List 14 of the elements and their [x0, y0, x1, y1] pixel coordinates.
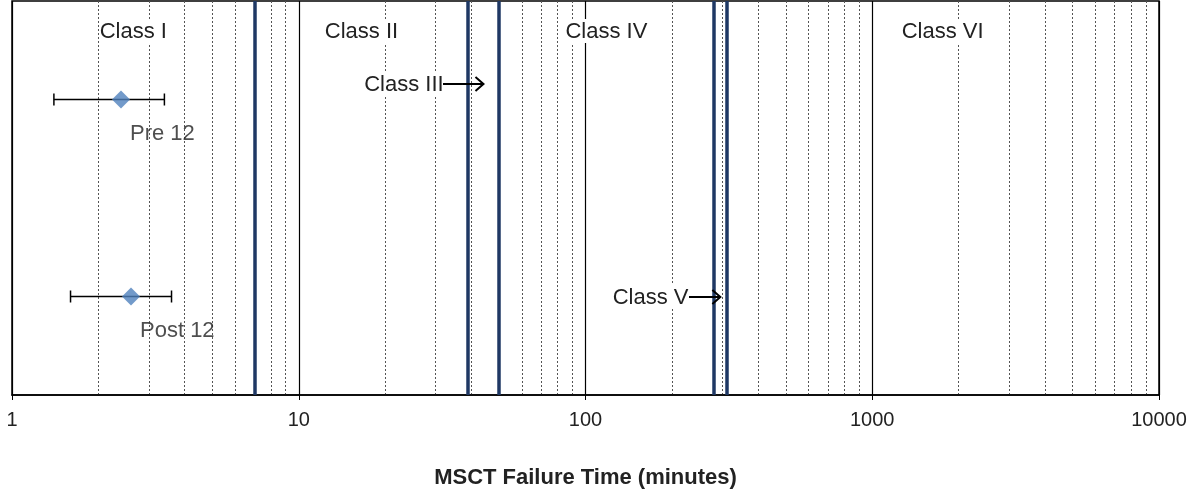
annotation: Class IV	[565, 18, 648, 43]
x-tick-label: 1000	[850, 408, 895, 430]
series-label: Pre 12	[130, 120, 195, 145]
x-axis-title: MSCT Failure Time (minutes)	[434, 463, 737, 489]
x-tick-label: 100	[568, 408, 603, 430]
x-tick-label: 10000	[1131, 408, 1187, 430]
annotation: Class V	[612, 283, 689, 309]
annotation: Class II	[324, 18, 399, 43]
annotation: Class I	[99, 18, 167, 43]
annotation: Class III	[364, 70, 444, 96]
x-tick-label: 10	[287, 408, 310, 430]
series-label: Post 12	[139, 317, 215, 342]
x-tick-label: 1	[6, 408, 18, 430]
annotation: Class VI	[901, 18, 984, 43]
